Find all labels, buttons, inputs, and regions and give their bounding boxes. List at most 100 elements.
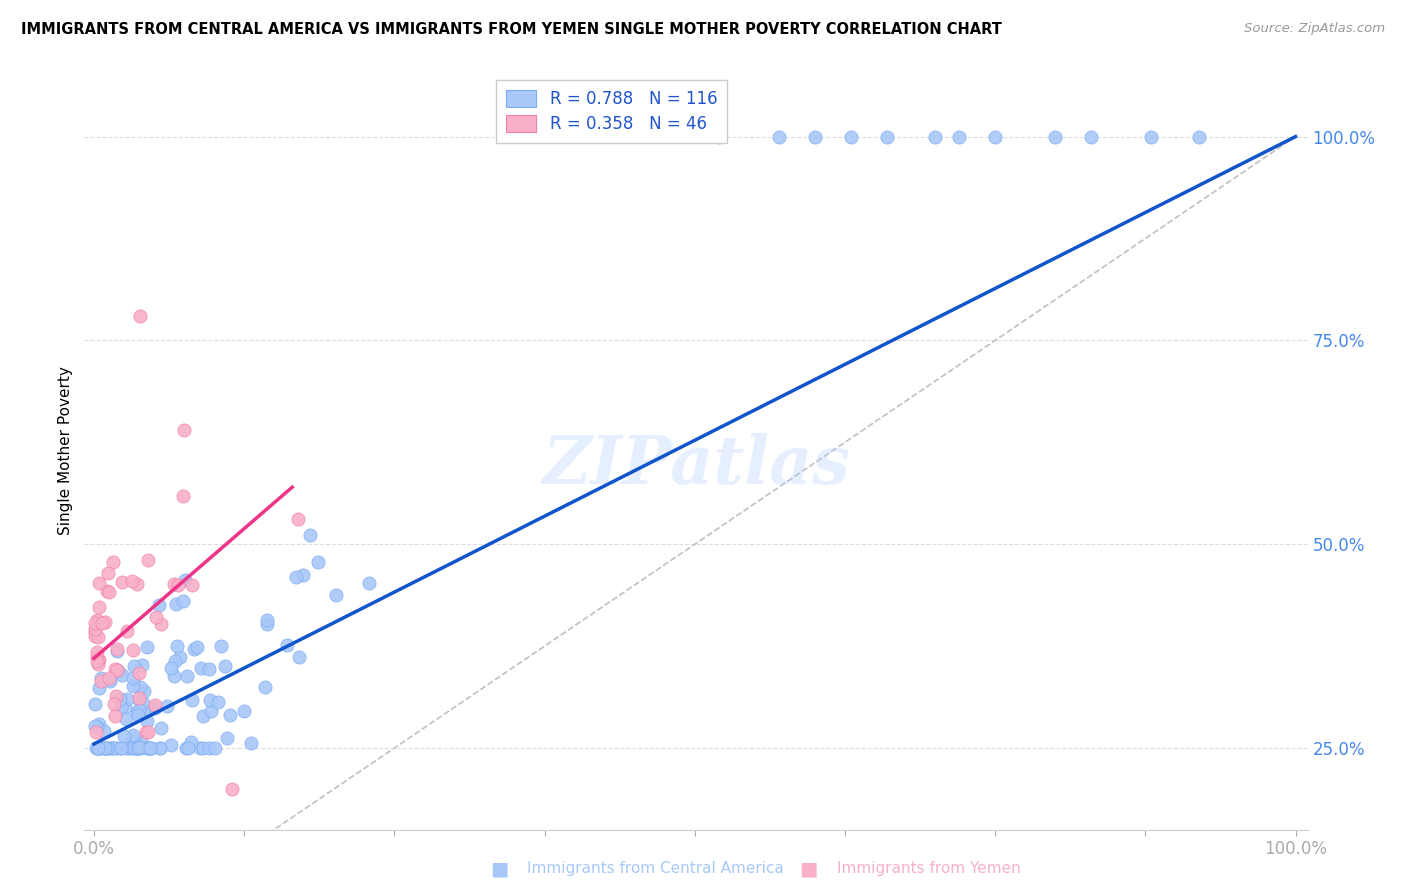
Point	[177, 741, 200, 756]
Point	[117, 691, 139, 706]
Point	[136, 553, 159, 567]
Point	[114, 699, 136, 714]
Point	[96, 741, 118, 756]
Text: Source: ZipAtlas.com: Source: ZipAtlas.com	[1244, 22, 1385, 36]
Point	[197, 662, 219, 676]
Point	[292, 567, 315, 582]
Point	[122, 658, 145, 673]
Point	[93, 741, 115, 756]
Point	[876, 129, 898, 144]
Point	[132, 684, 155, 698]
Point	[180, 578, 202, 592]
Text: ZIPatlas: ZIPatlas	[543, 434, 849, 498]
Point	[253, 680, 276, 694]
Point	[136, 640, 159, 655]
Point	[1080, 129, 1102, 144]
Point	[128, 693, 150, 707]
Point	[127, 707, 149, 722]
Point	[105, 641, 128, 656]
Point	[150, 721, 173, 735]
Point	[93, 615, 115, 629]
Point	[100, 673, 122, 688]
Point	[101, 741, 124, 756]
Point	[136, 724, 159, 739]
Point	[89, 741, 111, 756]
Point	[166, 578, 188, 592]
Point	[155, 699, 177, 714]
Point	[149, 740, 172, 755]
Point	[121, 729, 143, 743]
Point	[104, 709, 127, 723]
Point	[112, 729, 135, 743]
Point	[84, 741, 107, 756]
Point	[128, 703, 150, 717]
Point	[97, 741, 120, 756]
Point	[121, 680, 143, 694]
Point	[87, 717, 110, 731]
Point	[128, 739, 150, 754]
Point	[87, 631, 110, 645]
Point	[84, 622, 107, 636]
Point	[174, 741, 197, 756]
Point	[111, 668, 134, 682]
Point	[89, 681, 111, 695]
Point	[176, 669, 198, 683]
Point	[160, 739, 183, 753]
Point	[183, 641, 205, 656]
Point	[132, 703, 155, 717]
Point	[84, 615, 107, 630]
Point	[122, 671, 145, 685]
Point	[125, 741, 148, 756]
Point	[128, 309, 150, 323]
Point	[141, 741, 163, 756]
Point	[207, 695, 229, 709]
Point	[984, 129, 1007, 144]
Point	[169, 650, 191, 665]
Point	[163, 654, 186, 668]
Point	[325, 588, 347, 602]
Point	[359, 575, 381, 590]
Point	[145, 609, 167, 624]
Point	[180, 735, 202, 749]
Point	[87, 741, 110, 756]
Point	[110, 741, 132, 756]
Point	[93, 741, 115, 756]
Point	[127, 741, 149, 756]
Point	[204, 741, 226, 756]
Point	[84, 697, 107, 711]
Point	[174, 573, 197, 587]
Point	[86, 720, 108, 734]
Point	[89, 741, 111, 756]
Point	[86, 645, 108, 659]
Point	[122, 733, 145, 747]
Text: Immigrants from Central America: Immigrants from Central America	[527, 862, 785, 876]
Point	[924, 129, 946, 144]
Point	[115, 741, 138, 756]
Point	[136, 741, 159, 756]
Point	[200, 704, 222, 718]
Point	[136, 714, 159, 729]
Point	[276, 638, 298, 652]
Legend: R = 0.788   N = 116, R = 0.358   N = 46: R = 0.788 N = 116, R = 0.358 N = 46	[496, 79, 727, 143]
Point	[90, 673, 112, 688]
Point	[87, 657, 110, 671]
Point	[160, 661, 183, 675]
Point	[91, 616, 114, 631]
Point	[117, 736, 139, 750]
Point	[288, 650, 311, 665]
Point	[768, 129, 790, 144]
Point	[100, 741, 122, 756]
Point	[86, 654, 108, 668]
Point	[172, 594, 194, 608]
Point	[111, 574, 134, 589]
Point	[188, 741, 211, 756]
Point	[128, 666, 150, 681]
Point	[105, 689, 128, 703]
Point	[87, 741, 110, 756]
Point	[110, 700, 132, 714]
Point	[84, 625, 107, 640]
Point	[84, 719, 107, 733]
Point	[299, 528, 322, 542]
Point	[1045, 129, 1067, 144]
Point	[87, 576, 110, 591]
